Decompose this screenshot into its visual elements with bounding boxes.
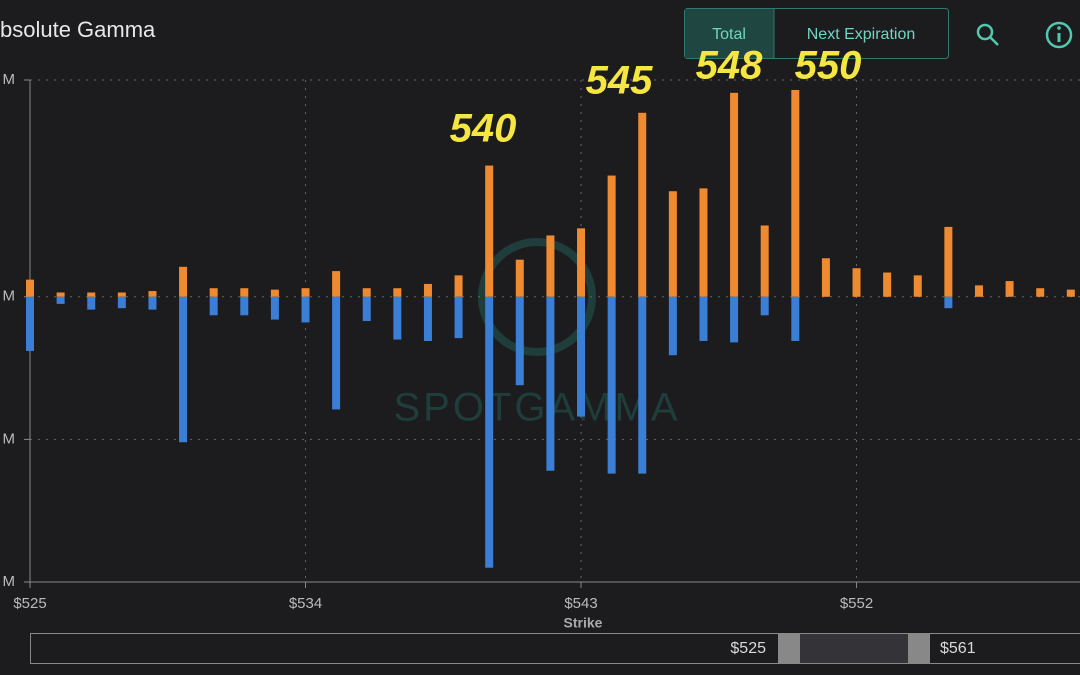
bar — [1036, 288, 1045, 297]
bar — [638, 296, 647, 474]
annotation: 545 — [586, 59, 653, 103]
bar — [332, 271, 341, 297]
bar — [515, 296, 524, 386]
bar — [485, 165, 494, 297]
bar — [668, 296, 677, 356]
watermark: SPOTGAMMA — [393, 386, 680, 430]
x-axis-label: Strike — [564, 615, 603, 631]
bar — [944, 296, 953, 309]
bar — [485, 296, 494, 568]
toggle-next-expiration[interactable]: Next Expiration — [807, 26, 916, 43]
bar — [791, 296, 800, 341]
bar — [607, 296, 616, 474]
bar — [56, 292, 65, 297]
x-tick-label: $534 — [289, 595, 322, 612]
bar — [730, 296, 739, 343]
bar — [1005, 281, 1014, 297]
annotation: 548 — [696, 44, 763, 88]
bar — [760, 225, 769, 297]
bar — [423, 283, 432, 297]
bar — [332, 296, 341, 410]
bar — [87, 296, 96, 310]
bar — [362, 288, 371, 297]
bar — [760, 296, 769, 316]
bar — [454, 275, 463, 297]
toggle-active[interactable] — [685, 9, 774, 58]
zoom-icon[interactable] — [976, 23, 999, 46]
bar — [26, 296, 34, 351]
bar — [393, 288, 402, 297]
bar — [179, 266, 188, 297]
bar — [117, 296, 126, 309]
bar — [26, 279, 34, 297]
annotation: 550 — [795, 44, 862, 88]
x-tick-label: $552 — [840, 595, 873, 612]
bar — [301, 288, 310, 297]
bar — [546, 235, 555, 297]
bar — [209, 296, 218, 316]
bar — [638, 112, 647, 297]
bar — [240, 296, 249, 316]
bar — [179, 296, 188, 443]
range-start: $525 — [730, 640, 766, 657]
bar — [821, 258, 830, 297]
range-handle-right[interactable] — [908, 634, 930, 663]
bar — [148, 291, 157, 297]
range-end: $561 — [940, 640, 976, 657]
bar — [515, 259, 524, 297]
info-icon[interactable] — [1045, 21, 1073, 49]
bar — [454, 296, 463, 339]
bar — [423, 296, 432, 341]
bar — [699, 296, 708, 341]
y-tick-label: M — [3, 573, 16, 590]
bar — [791, 89, 800, 297]
bar — [393, 296, 402, 340]
bar — [270, 296, 279, 320]
bar — [730, 92, 739, 297]
x-tick-label: $543 — [564, 595, 597, 612]
y-tick-label: M — [3, 71, 16, 88]
bar — [607, 175, 616, 297]
bar — [117, 292, 126, 297]
bar — [883, 272, 892, 297]
chart-title: bsolute Gamma — [0, 17, 156, 42]
range-handle-left[interactable] — [778, 634, 800, 663]
bar — [974, 285, 983, 297]
toggle-total[interactable]: Total — [712, 26, 746, 43]
bar — [362, 296, 371, 322]
bar — [56, 296, 65, 304]
bar — [270, 289, 279, 297]
bar — [240, 288, 249, 297]
annotation: 540 — [450, 107, 517, 151]
bar — [913, 275, 922, 297]
x-tick-label: $525 — [13, 595, 46, 612]
y-tick-label: M — [3, 430, 16, 447]
bar — [301, 296, 310, 323]
bar — [577, 228, 586, 297]
bar — [668, 191, 677, 297]
toggle-group — [684, 8, 949, 59]
bar — [699, 188, 708, 297]
bar — [148, 296, 157, 310]
bar — [546, 296, 555, 471]
y-tick-label: M — [3, 288, 16, 305]
bar — [87, 292, 96, 297]
bar — [1066, 289, 1075, 297]
range-selection[interactable] — [800, 634, 908, 663]
bar — [577, 296, 586, 417]
range-slider[interactable] — [30, 633, 1080, 664]
bar — [209, 288, 218, 297]
bar — [944, 226, 953, 297]
bar — [852, 268, 861, 297]
